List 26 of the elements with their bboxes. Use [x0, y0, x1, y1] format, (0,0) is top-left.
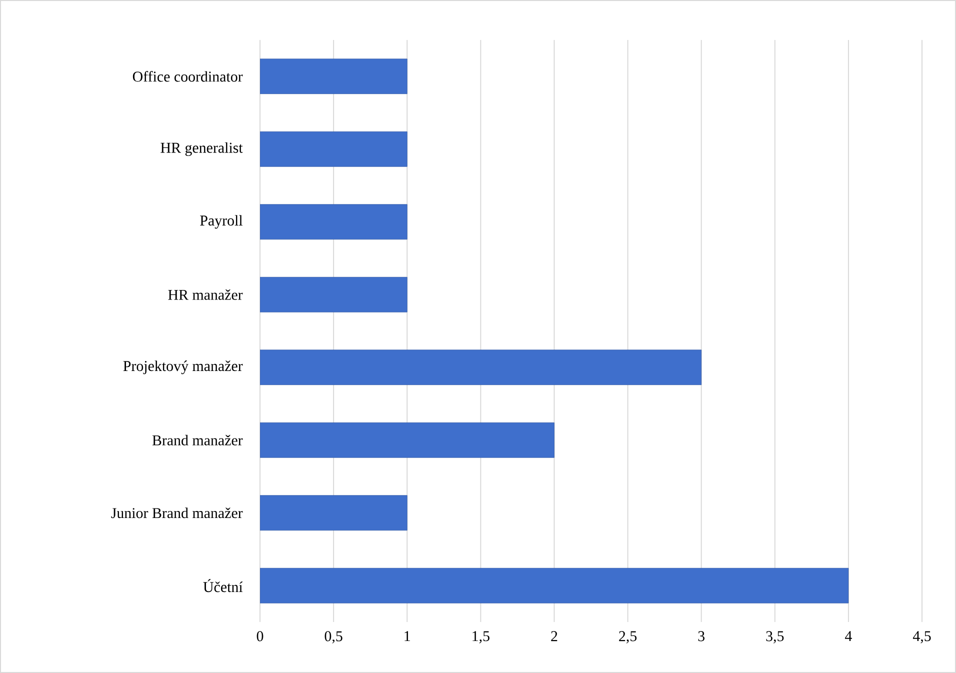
- y-tick-label: Payroll: [200, 215, 243, 229]
- bar: [260, 422, 554, 458]
- x-tick-label: 4,5: [912, 631, 931, 644]
- y-tick-label: Projektový manažer: [123, 360, 243, 374]
- y-tick-label: Účetní: [203, 579, 243, 592]
- x-tick-label: 3: [698, 631, 704, 642]
- x-tick-label: 1: [404, 631, 410, 642]
- y-tick-label: Brand manažer: [152, 434, 243, 446]
- x-tick-label: 3,5: [766, 631, 784, 644]
- bar: [260, 276, 408, 312]
- y-tick-label: HR manažer: [168, 289, 243, 300]
- x-tick-label: 0,5: [324, 631, 342, 644]
- x-tick-label: 4: [845, 631, 852, 642]
- x-tick-label: 2,5: [619, 631, 637, 644]
- bar: [260, 131, 408, 167]
- bar: [260, 204, 408, 240]
- bar: [260, 350, 702, 386]
- y-tick-label: Office coordinator: [132, 71, 243, 82]
- bar: [260, 58, 408, 94]
- bar: [260, 568, 849, 604]
- y-tick-label: Junior Brand manažer: [111, 508, 243, 518]
- y-tick-label: HR generalist: [160, 142, 243, 156]
- x-tick-label: 2: [551, 631, 558, 642]
- x-tick-label: 0: [256, 631, 264, 642]
- bar: [260, 495, 408, 531]
- x-tick-label: 1,5: [472, 631, 490, 644]
